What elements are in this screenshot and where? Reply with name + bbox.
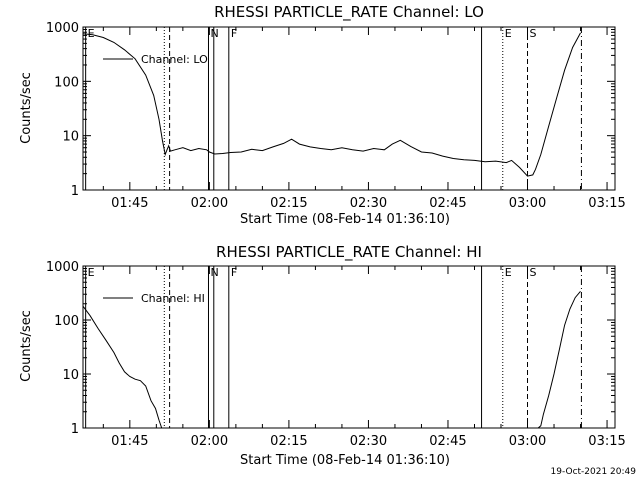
series-line-lo: [82, 32, 581, 177]
x-tick-label-lo: 01:45: [111, 196, 148, 211]
event-marker-label-lo: F: [231, 27, 237, 40]
y-axis-label-lo: Counts/sec: [19, 72, 34, 144]
event-marker-label-lo: N: [210, 27, 218, 40]
event-marker-label-hi: E: [88, 266, 95, 279]
x-axis-label-hi: Start Time (08-Feb-14 01:36:10): [240, 453, 450, 468]
plot-frame-lo: [82, 26, 616, 191]
plot-frame-hi: [82, 265, 616, 429]
legend-lo: Channel: LO: [103, 53, 208, 66]
x-tick-label-hi: 02:30: [350, 434, 387, 449]
y-tick-label-hi: 1: [71, 422, 79, 437]
x-tick-label-lo: 02:15: [270, 196, 307, 211]
y-axis-label-hi: Counts/sec: [19, 310, 34, 382]
y-tick-label-lo: 10: [62, 130, 79, 145]
y-tick-label-lo: 100: [54, 75, 79, 90]
x-tick-label-lo: 03:15: [588, 196, 625, 211]
x-tick-label-hi: 03:15: [588, 434, 625, 449]
event-marker-label-lo: E: [88, 27, 95, 40]
x-tick-label-hi: 01:45: [111, 434, 148, 449]
x-tick-label-hi: 02:00: [191, 434, 228, 449]
event-marker-label-hi: E: [505, 266, 512, 279]
legend-label-lo: Channel: LO: [141, 53, 208, 66]
y-tick-label-lo: 1000: [46, 21, 79, 36]
event-marker-label-hi: N: [210, 266, 218, 279]
event-marker-label-hi: F: [231, 266, 237, 279]
event-marker-label-lo: E: [505, 27, 512, 40]
series-line-hi: [82, 305, 163, 429]
chart-panel-hi: RHESSI PARTICLE_RATE Channel: HI Counts/…: [19, 243, 626, 468]
x-tick-label-hi: 03:00: [509, 434, 546, 449]
x-tick-label-hi: 02:15: [270, 434, 307, 449]
x-tick-label-lo: 02:45: [429, 196, 466, 211]
y-tick-label-hi: 1000: [46, 260, 79, 275]
event-marker-label-lo: S: [530, 27, 537, 40]
y-tick-label-hi: 10: [62, 368, 79, 383]
y-tick-label-lo: 1: [71, 184, 79, 199]
series-line-hi: [537, 290, 581, 429]
x-tick-label-hi: 02:45: [429, 434, 466, 449]
event-marker-label-hi: S: [530, 266, 537, 279]
chart-title-hi: RHESSI PARTICLE_RATE Channel: HI: [216, 243, 482, 262]
x-tick-label-lo: 03:00: [509, 196, 546, 211]
footer-timestamp: 19-Oct-2021 20:49: [551, 467, 637, 477]
chart-title-lo: RHESSI PARTICLE_RATE Channel: LO: [214, 3, 484, 22]
x-tick-label-lo: 02:00: [191, 196, 228, 211]
chart-panel-lo: RHESSI PARTICLE_RATE Channel: LO Counts/…: [19, 3, 626, 227]
legend-label-hi: Channel: HI: [141, 292, 205, 305]
x-axis-label-lo: Start Time (08-Feb-14 01:36:10): [240, 212, 450, 227]
y-tick-label-hi: 100: [54, 314, 79, 329]
x-tick-label-lo: 02:30: [350, 196, 387, 211]
legend-hi: Channel: HI: [103, 292, 205, 305]
